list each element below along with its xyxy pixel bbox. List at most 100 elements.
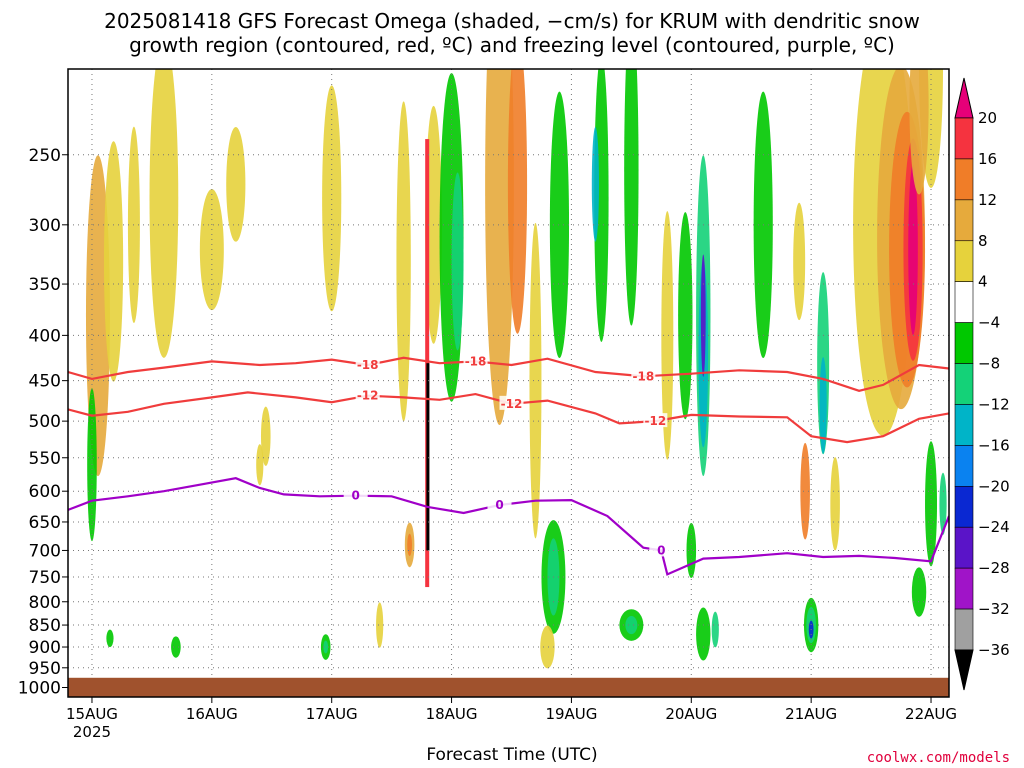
omega-cell [711,611,719,648]
colorbar-segment [954,445,974,487]
y-tick-label: 700 [29,541,61,561]
x-tick-label: 18AUG [426,705,478,723]
colorbar-label: −20 [978,477,1010,495]
omega-cell [819,357,827,454]
colorbar-segment [954,404,974,446]
omega-cell [407,533,413,557]
omega-cell [425,139,430,588]
omega-cell [793,202,806,321]
omega-cell [830,457,840,551]
colorbar-segment [954,608,974,651]
x-tick-label: 17AUG [306,705,358,723]
colorbar-segment [954,649,974,691]
colorbar-segment [954,158,974,201]
omega-cell [909,69,929,195]
colorbar-label: −8 [978,355,1000,373]
omega-cell [591,126,599,242]
x-tick-label: 16AUG [186,705,238,723]
contour-label-bg [463,353,488,368]
omega-cell [939,472,947,535]
colorbar-segment [954,526,974,569]
y-tick-label: 850 [29,616,61,636]
omega-cell [226,126,246,242]
colorbar-label: −16 [978,436,1010,454]
y-tick-label: 600 [29,482,61,502]
grid-lines [68,69,949,697]
colorbar-label: 20 [978,109,997,127]
chart-title-line2: growth region (contoured, red, ºC) and f… [129,33,895,57]
x-axis-label: Forecast Time (UTC) [426,745,598,765]
omega-cell [106,629,114,648]
omega-cell [700,254,706,377]
colorbar-segment [954,281,974,323]
contour-label-bg [643,413,668,428]
omega-cell [908,164,918,336]
chart-title-line1: 2025081418 GFS Forecast Omega (shaded, −… [104,9,920,33]
plot-frame [67,68,950,698]
colorbar-segment [954,363,974,405]
omega-cell [507,69,528,334]
colorbar-label: −24 [978,518,1010,536]
omega-cell [925,441,938,567]
omega-cell [426,363,430,551]
y-tick-label: 950 [29,659,61,679]
x-tick-label: 19AUG [545,705,597,723]
omega-cell [149,69,179,358]
y-axis: 2503003504004505005506006507007508008509… [18,146,68,699]
y-tick-label: 1000 [18,679,61,699]
terrain-fill [68,677,949,697]
y-tick-label: 450 [29,372,61,392]
colorbar-label: 12 [978,191,997,209]
y-tick-label: 250 [29,146,61,166]
x-tick-sublabel: 2025 [73,723,111,741]
contour-label-bg [499,395,524,410]
colorbar-label: −4 [978,314,1000,332]
contour-label: -12 [501,397,523,411]
contour-label: 0 [495,498,503,512]
omega-cell [376,602,384,648]
y-tick-label: 350 [29,275,61,295]
contour-label-bg [343,487,368,502]
x-tick-label: 15AUG [66,705,118,723]
colorbar-segment [954,567,974,610]
y-tick-label: 300 [29,216,61,236]
colorbar-label: 16 [978,150,997,168]
colorbar: 20 16 12 8 4 −4 −8 −12 −16 −20 −24 −28 −32 −36 [954,77,1010,691]
contour-label-bg [355,387,380,402]
contour-label: 0 [657,543,665,557]
contour-label: -12 [644,414,666,428]
colorbar-segment [954,486,974,528]
contour-label: -18 [357,358,379,372]
colorbar-segment [954,199,974,242]
omega-cell [661,211,674,460]
contour-label: -18 [465,354,487,368]
omega-cell [911,567,927,617]
site-credit: coolwx.com/models [866,750,1010,766]
contour-label: -18 [633,369,655,383]
contour-lines: -18 -18 -18 -12 -12 -12 0 0 0 [68,353,949,576]
colorbar-label: 4 [978,273,988,291]
omega-cell [396,101,411,422]
x-axis: 15AUG 16AUG 17AUG 18AUG 19AUG 20AUG 21AUG 22AUG… [66,697,957,741]
contour-0 [68,477,949,576]
colorbar-label: −36 [978,641,1010,659]
omega-cell [549,91,570,359]
y-tick-label: 650 [29,513,61,533]
colorbar-segment [954,117,974,160]
colorbar-segment [954,240,974,282]
contour-label-bg [631,368,656,383]
omega-cell [322,85,342,312]
contour-minus18 [68,356,949,392]
colorbar-label: −32 [978,600,1010,618]
colorbar-label: −12 [978,395,1010,413]
y-tick-label: 400 [29,326,61,346]
contour-label: 0 [351,489,359,503]
omega-cell [540,625,555,669]
colorbar-label: 8 [978,232,988,250]
contour-label-bg [355,356,380,371]
omega-cell [678,212,693,420]
omega-cell [529,222,542,539]
y-tick-label: 750 [29,568,61,588]
omega-cell [256,444,264,486]
